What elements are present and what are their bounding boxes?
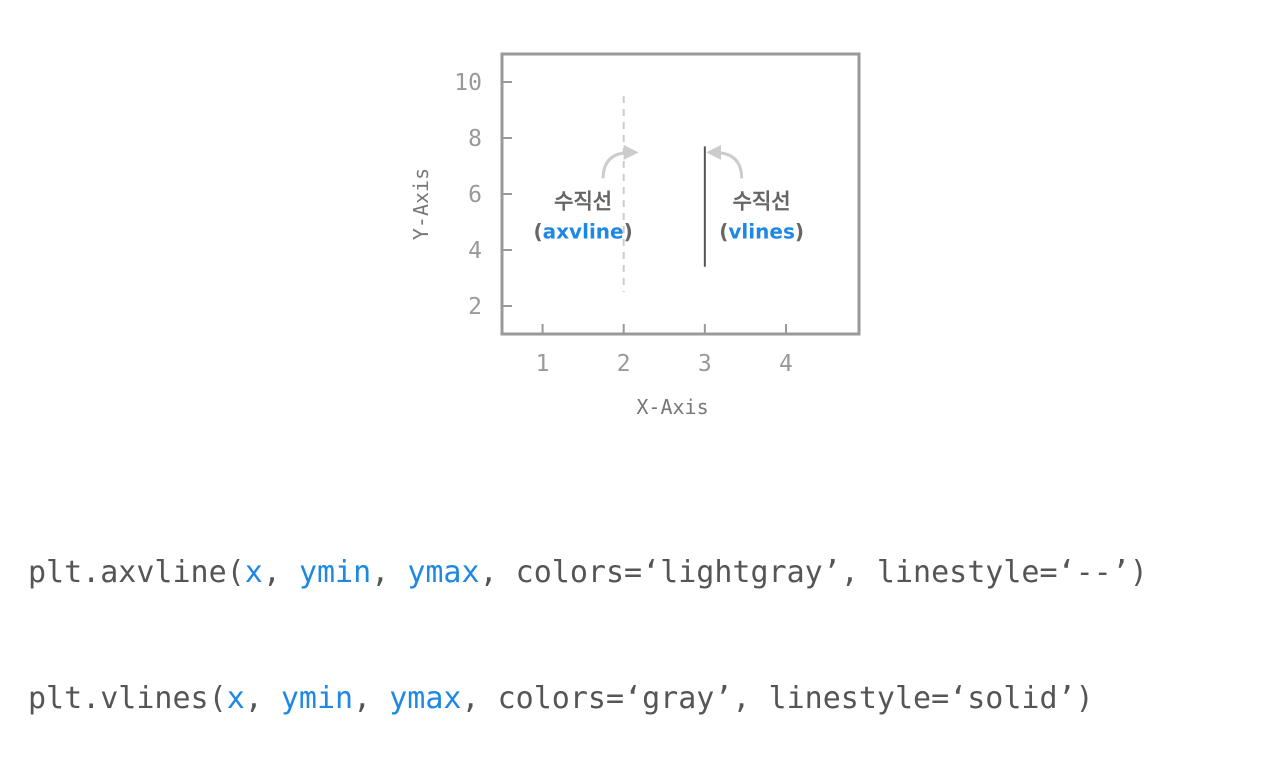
x-tick-label: 2 (617, 351, 631, 377)
code-param-ymin: ymin (298, 555, 372, 590)
x-tick-label: 3 (698, 351, 712, 377)
annotation-paren: ) (624, 219, 633, 243)
annotation-paren: ) (795, 219, 804, 243)
annotation-sublabel: (axvline) (534, 219, 633, 243)
code-text: plt.vlines( (28, 681, 227, 716)
code-line-axvline: plt.axvline(x, ymin, ymax, colors=‘light… (28, 552, 1148, 594)
y-tick-label: 10 (454, 70, 482, 96)
y-axis-label: Y-Axis (409, 168, 433, 240)
y-tick-label: 8 (468, 126, 482, 152)
code-param-ymin: ymin (280, 681, 354, 716)
y-tick-label: 6 (468, 182, 482, 208)
code-param-x: x (226, 681, 245, 716)
code-param-x: x (244, 555, 263, 590)
code-param-ymax: ymax (407, 555, 480, 590)
code-text: , colors=‘gray’, linestyle=‘solid’) (461, 681, 1094, 716)
x-tick-label: 1 (536, 351, 550, 377)
x-tick-label: 4 (779, 351, 793, 377)
code-separator: , (244, 681, 281, 716)
code-text: , colors=‘lightgray’, linestyle=‘--’) (479, 555, 1148, 590)
annotation-paren: ( (719, 219, 728, 243)
annotation-label: 수직선 (554, 189, 612, 213)
annotation-keyword: vlines (728, 219, 794, 243)
annotation-keyword: axvline (543, 219, 624, 243)
code-param-ymax: ymax (389, 681, 462, 716)
code-separator: , (371, 555, 408, 590)
code-separator: , (353, 681, 390, 716)
annotation-paren: ( (534, 219, 543, 243)
x-axis-label: X-Axis (636, 395, 708, 419)
code-text: plt.axvline( (28, 555, 245, 590)
annotation-sublabel: (vlines) (719, 219, 804, 243)
annotation-label: 수직선 (733, 189, 791, 213)
y-tick-label: 4 (468, 238, 482, 264)
code-line-vlines: plt.vlines(x, ymin, ymax, colors=‘gray’,… (28, 678, 1148, 720)
annotation-arrow-icon (706, 144, 744, 179)
y-tick-label: 2 (468, 294, 482, 320)
code-snippet: plt.axvline(x, ymin, ymax, colors=‘light… (28, 468, 1148, 762)
annotation-arrow-icon (601, 144, 639, 179)
code-separator: , (262, 555, 299, 590)
